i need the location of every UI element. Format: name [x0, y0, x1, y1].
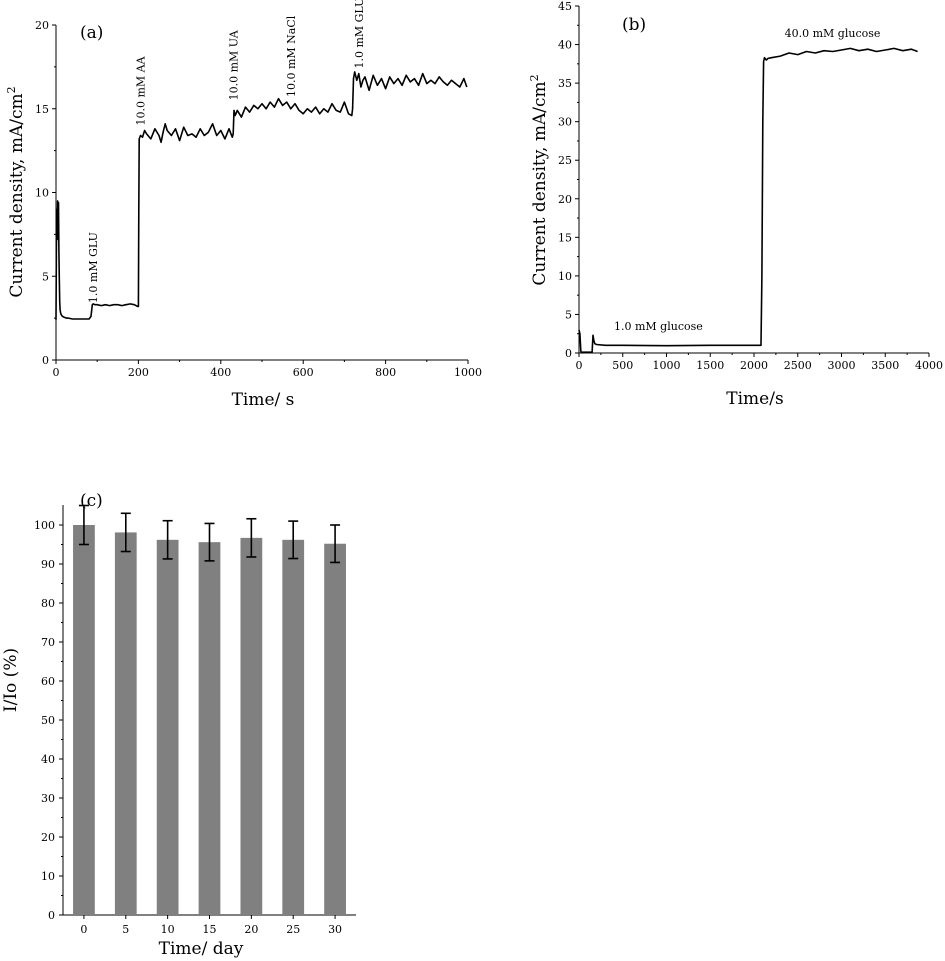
panel-a-annotation: 10.0 mM UA [227, 29, 240, 100]
panel-a-x-tick-label: 800 [375, 366, 396, 379]
panel-c-bar [324, 543, 346, 915]
panel-a-y-axis-label: Current density, mA/cm2 [5, 86, 27, 297]
panel-b-y-axis-label: Current density, mA/cm2 [528, 74, 550, 285]
panel-a-y-tick-label: 10 [35, 187, 49, 200]
panel-b-data-line [578, 47, 918, 353]
panel-c-bar [240, 537, 263, 915]
panel-b-y-tick-label: 30 [558, 116, 572, 129]
panel-b-y-tick-label: 40 [558, 39, 572, 52]
panel-a-x-tick-label: 400 [210, 366, 231, 379]
panel-c-y-tick-label: 0 [48, 909, 55, 922]
panel-c-y-tick-label: 80 [41, 597, 55, 610]
panel-b-y-tick-label: 45 [558, 0, 572, 13]
panel-a-label: (a) [80, 23, 103, 43]
panel-b-y-tick-label: 5 [565, 308, 572, 321]
panel-a-x-tick-label: 0 [53, 366, 60, 379]
panel-c-bar [73, 525, 95, 915]
panel-a-x-axis-label: Time/ s [232, 390, 295, 410]
panel-c-y-tick-label: 40 [41, 753, 55, 766]
panel-b-y-tick-label: 25 [558, 154, 572, 167]
panel-c-y-axis-label: I/Io (%) [1, 648, 21, 712]
panel-a-annotation: 1.0 mM GLU [87, 232, 100, 303]
panel-c-x-tick-label: 30 [328, 923, 342, 936]
panel-b-x-tick-label: 2500 [784, 359, 812, 372]
panel-b-label: (b) [622, 15, 646, 35]
panel-c-x-tick-label: 20 [244, 923, 258, 936]
panel-a-x-tick-label: 600 [293, 366, 314, 379]
panel-a-x-tick-label: 200 [128, 366, 149, 379]
panel-a-data-line [55, 71, 468, 320]
panel-b-y-tick-label: 10 [558, 270, 572, 283]
panel-c-x-tick-label: 15 [203, 923, 217, 936]
panel-b-y-tick-label: 0 [565, 347, 572, 360]
panel-b-x-axis-label: Time/s [726, 389, 783, 409]
panel-b-y-tick-label: 35 [558, 77, 572, 90]
panel-a-annotation: 1.0 mM GLU [353, 0, 366, 69]
panel-c-y-tick-label: 10 [41, 870, 55, 883]
panel-a-y-tick-label: 20 [35, 19, 49, 32]
panel-b-x-tick-label: 0 [576, 359, 583, 372]
panel-a-annotation: 10.0 mM AA [135, 55, 148, 125]
panel-c-x-tick-label: 10 [161, 923, 175, 936]
panel-c-y-tick-label: 50 [41, 714, 55, 727]
panel-b-x-tick-label: 2000 [740, 359, 768, 372]
panel-c-y-tick-label: 90 [41, 558, 55, 571]
panel-a-y-tick-label: 15 [35, 103, 49, 116]
panel-b-x-tick-label: 1500 [696, 359, 724, 372]
panel-c-bar [198, 542, 221, 915]
panel-c-y-tick-label: 100 [34, 519, 55, 532]
panel-a-x-tick-label: 1000 [454, 366, 482, 379]
panel-c-bar [114, 532, 137, 915]
panel-a-y-tick-label: 0 [42, 354, 49, 367]
panel-b-y-tick-label: 15 [558, 231, 572, 244]
panel-c-x-axis-label: Time/ day [159, 939, 244, 959]
panel-a-chart: (a) Time/ s Current density, mA/cm2 0 200… [5, 0, 482, 410]
panel-b-annotation: 40.0 mM glucose [785, 27, 881, 40]
panel-b-x-tick-label: 3000 [828, 359, 856, 372]
panel-b-y-tick-label: 20 [558, 193, 572, 206]
panel-c-y-tick-label: 30 [41, 792, 55, 805]
panel-c-x-tick-label: 0 [80, 923, 87, 936]
panel-c-y-tick-label: 60 [41, 675, 55, 688]
panel-b-x-tick-label: 1000 [653, 359, 681, 372]
panel-c-bar [282, 539, 305, 915]
panel-c-bar [156, 539, 179, 915]
panel-c-y-tick-label: 70 [41, 636, 55, 649]
panel-c-x-tick-label: 5 [122, 923, 129, 936]
panel-b-chart: (b) Time/s Current density, mA/cm2 0 500 1… [528, 0, 943, 409]
panel-c-y-tick-label: 20 [41, 831, 55, 844]
panel-a-y-tick-label: 5 [42, 270, 49, 283]
panel-c-chart: (c) Time/ day I/Io (%) 01020304050607080… [1, 491, 356, 959]
panel-b-x-tick-label: 500 [612, 359, 633, 372]
panel-b-x-tick-label: 4000 [915, 359, 943, 372]
panel-b-x-tick-label: 3500 [871, 359, 899, 372]
panel-b-annotation: 1.0 mM glucose [614, 320, 703, 333]
panel-c-x-tick-label: 25 [286, 923, 300, 936]
panel-a-annotation: 10.0 mM NaCl [285, 15, 298, 97]
